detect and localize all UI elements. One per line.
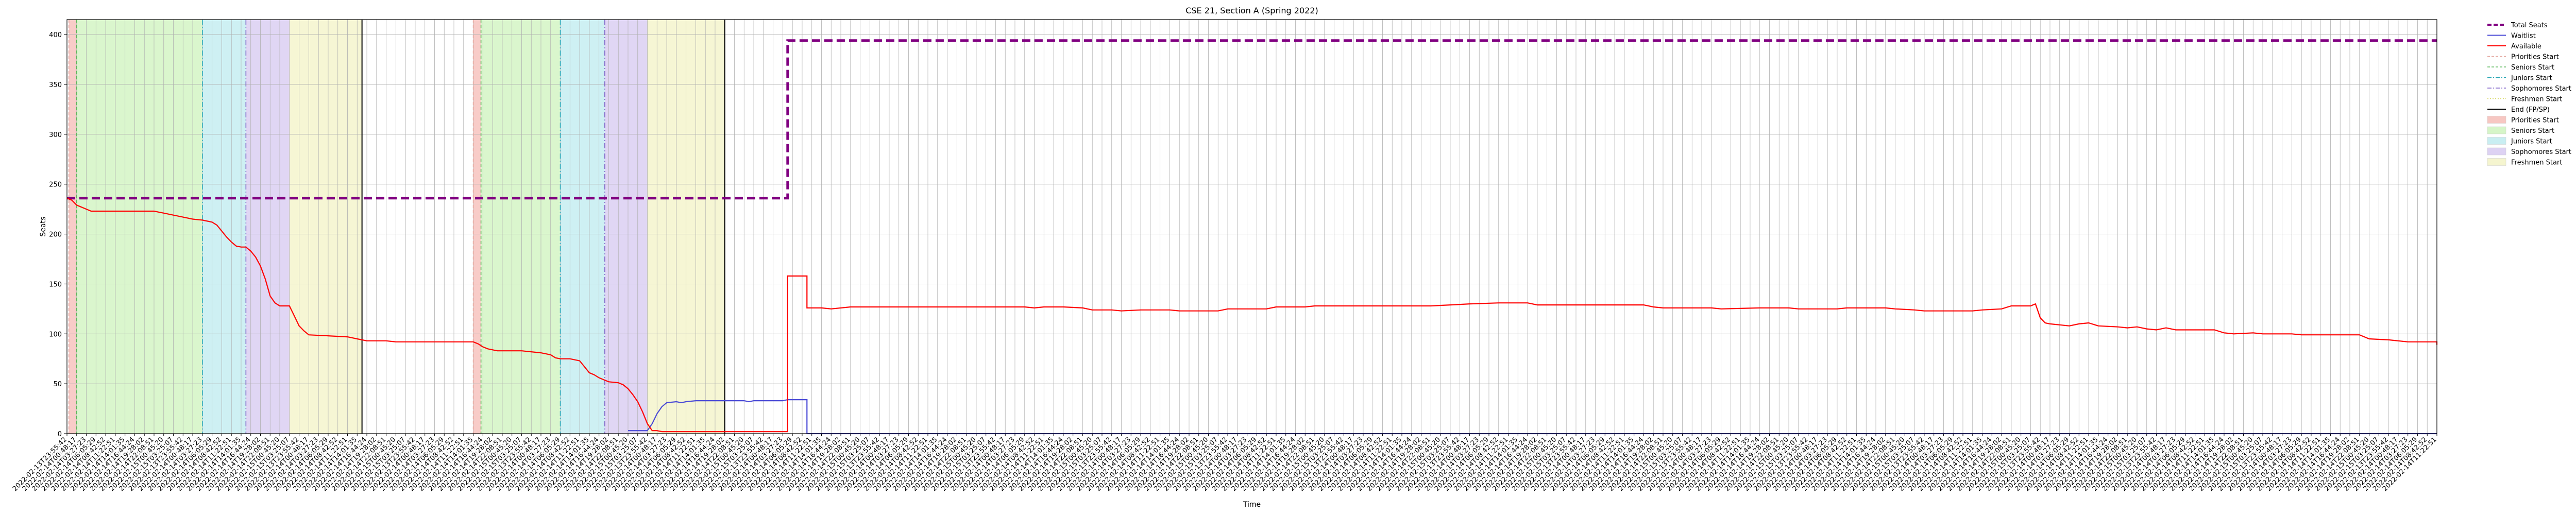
legend-label: Waitlist	[2511, 32, 2536, 40]
legend-item: Sophomores Start	[2487, 85, 2571, 93]
legend-label: Seniors Start	[2511, 127, 2554, 135]
legend-label: Freshmen Start	[2511, 159, 2562, 167]
period-band-juniors-start2	[202, 20, 246, 434]
y-tick-label: 100	[49, 331, 62, 338]
y-tick-label: 350	[49, 81, 62, 89]
legend-label: Sophomores Start	[2511, 85, 2571, 93]
legend-item: Available	[2487, 43, 2541, 50]
legend-swatch-patch	[2487, 147, 2506, 156]
period-band-seniors-start6	[481, 20, 561, 434]
legend-swatch-patch	[2487, 126, 2506, 134]
legend-swatch-patch	[2487, 158, 2506, 166]
chart-title: CSE 21, Section A (Spring 2022)	[1185, 6, 1318, 15]
legend-label: Priorities Start	[2511, 54, 2559, 61]
legend-label: Seniors Start	[2511, 64, 2554, 72]
series-line-available	[66, 197, 2438, 433]
legend-label: Freshmen Start	[2511, 96, 2562, 104]
y-tick-label: 0	[58, 431, 62, 438]
legend-item: Freshmen Start	[2487, 96, 2562, 104]
period-band-freshmen-start4	[289, 20, 362, 434]
legend-label: Juniors Start	[2511, 75, 2552, 82]
legend-item: Total Seats	[2487, 22, 2548, 29]
legend-item: Waitlist	[2487, 32, 2536, 40]
y-tick-label: 50	[53, 381, 62, 388]
legend-item: Juniors Start	[2487, 137, 2552, 146]
legend-item: Priorities Start	[2487, 54, 2559, 61]
legend-label: Sophomores Start	[2511, 148, 2571, 156]
legend: Total Seats Waitlist Available Priorities S…	[2487, 22, 2571, 167]
legend-item: Seniors Start	[2487, 64, 2554, 72]
legend-label: Juniors Start	[2511, 138, 2552, 146]
grid	[66, 20, 2437, 434]
period-band-sophomores-start3	[246, 20, 290, 434]
legend-label: Priorities Start	[2511, 117, 2559, 125]
legend-label: End (FP/SP)	[2511, 106, 2550, 114]
legend-item: Seniors Start	[2487, 126, 2554, 135]
series-line-total-seats	[67, 39, 2437, 200]
period-band-priorities-start5	[473, 20, 481, 434]
legend-item: Priorities Start	[2487, 116, 2559, 125]
legend-item: Freshmen Start	[2487, 158, 2562, 167]
legend-item: Sophomores Start	[2487, 147, 2571, 156]
period-band-juniors-start7	[560, 20, 605, 434]
legend-item: Juniors Start	[2487, 75, 2552, 82]
legend-item: End (FP/SP)	[2487, 106, 2550, 114]
y-axis-label: Seats	[39, 217, 47, 237]
y-tick-label: 150	[49, 281, 62, 288]
plot-area: 0501001502002503003504002022-02-13T23:55…	[11, 19, 2438, 493]
series-line-waitlist	[628, 399, 2437, 435]
x-axis-label: Time	[1243, 501, 1261, 509]
plot-frame	[66, 19, 2437, 434]
y-tick-label: 250	[49, 181, 62, 189]
y-tick-label: 400	[49, 31, 62, 39]
period-band-seniors-start1	[76, 20, 202, 434]
legend-swatch-patch	[2487, 137, 2506, 145]
period-band-sophomores-start8	[604, 20, 648, 434]
legend-label: Available	[2511, 43, 2541, 50]
period-band-priorities-start0	[69, 20, 77, 434]
y-tick-label: 300	[49, 131, 62, 139]
legend-swatch-patch	[2487, 116, 2506, 124]
legend-label: Total Seats	[2511, 22, 2548, 29]
y-tick-label: 200	[49, 231, 62, 239]
